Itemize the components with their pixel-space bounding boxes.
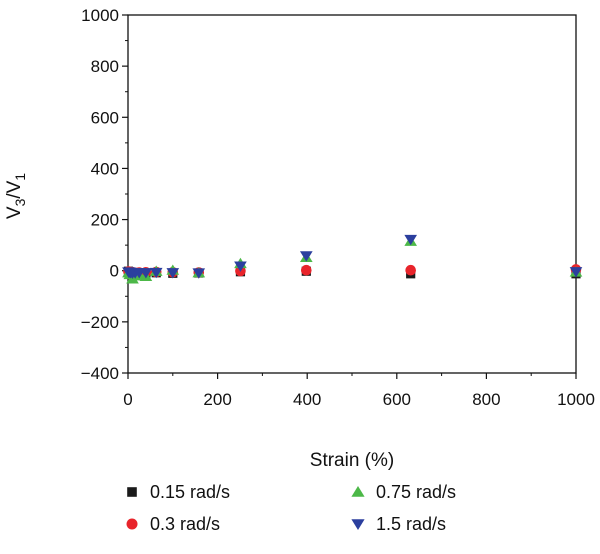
- plot-frame: [127, 14, 577, 374]
- data-point: [149, 267, 163, 279]
- legend-marker: [351, 519, 365, 530]
- y-axis-title-main: V: [4, 206, 25, 219]
- series-4: [122, 234, 583, 280]
- x-tick-label: 0: [123, 390, 132, 409]
- y-tick-label: 800: [91, 57, 119, 76]
- legend-item: 1.5 rad/s: [351, 514, 446, 534]
- series-3: [122, 235, 583, 284]
- y-axis-title: V3/V1: [4, 173, 28, 219]
- data-point: [192, 268, 206, 279]
- y-tick-label: −400: [81, 364, 119, 383]
- plot-border: [127, 14, 577, 374]
- legend-marker: [126, 518, 138, 530]
- x-axis-ticks: 0 200 400 600 800 1000: [123, 373, 595, 409]
- legend-label: 0.15 rad/s: [150, 482, 230, 502]
- data-points: [122, 234, 583, 284]
- y-axis-ticks: −400 −200 0 200 400 600 800 1000: [81, 6, 128, 383]
- y-tick-label: 1000: [81, 6, 119, 25]
- y-tick-label: 200: [91, 211, 119, 230]
- legend-marker: [351, 486, 365, 497]
- y-tick-label: −200: [81, 313, 119, 332]
- series-2: [123, 264, 582, 279]
- data-point: [405, 264, 416, 276]
- legend-item: 0.15 rad/s: [127, 482, 230, 502]
- y-axis-title-sub2: 1: [12, 173, 28, 181]
- y-axis-title-sub1: 3: [12, 198, 28, 206]
- y-tick-label: 600: [91, 108, 119, 127]
- data-point: [569, 267, 583, 278]
- legend: 0.15 rad/s 0.3 rad/s 0.75 rad/s 1.5 rad/s: [126, 482, 456, 534]
- data-point: [139, 268, 153, 279]
- x-tick-label: 200: [203, 390, 231, 409]
- legend-marker: [127, 487, 137, 497]
- y-tick-label: 400: [91, 159, 119, 178]
- y-axis-title-sep: /V: [4, 180, 25, 198]
- data-point: [299, 251, 313, 262]
- x-tick-label: 800: [472, 390, 500, 409]
- series-1: [123, 266, 581, 279]
- legend-label: 1.5 rad/s: [376, 514, 446, 534]
- legend-item: 0.75 rad/s: [351, 482, 456, 502]
- x-axis-title: Strain (%): [310, 450, 394, 471]
- data-point: [234, 261, 247, 272]
- x-tick-label: 1000: [557, 390, 595, 409]
- legend-label: 0.75 rad/s: [376, 482, 456, 502]
- data-point: [404, 234, 418, 246]
- x-tick-label: 400: [293, 390, 321, 409]
- x-tick-label: 600: [383, 390, 411, 409]
- legend-item: 0.3 rad/s: [126, 514, 220, 534]
- data-point: [166, 268, 180, 279]
- data-point: [301, 264, 312, 276]
- legend-label: 0.3 rad/s: [150, 514, 220, 534]
- y-tick-label: 0: [110, 262, 119, 281]
